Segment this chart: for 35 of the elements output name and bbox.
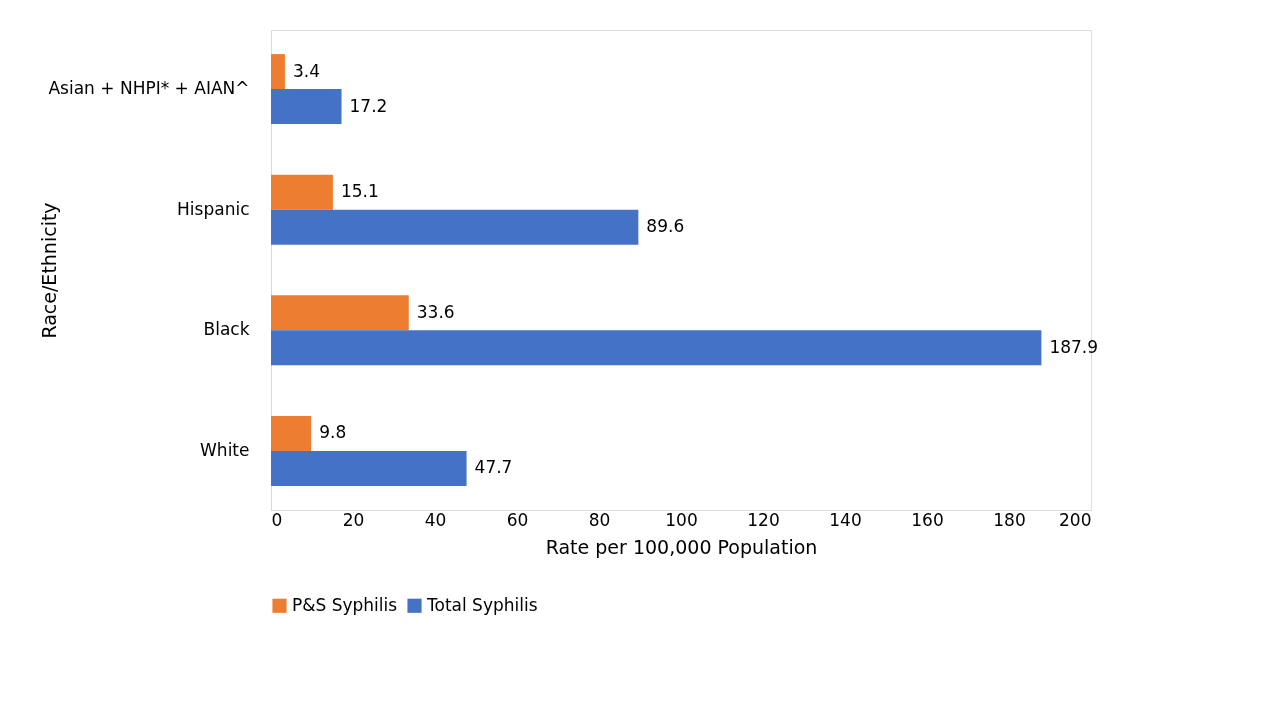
y-tick-label: Hispanic bbox=[177, 198, 250, 219]
bar bbox=[271, 174, 333, 210]
x-tick-label: 180 bbox=[993, 509, 1026, 530]
y-tick-label: Asian + NHPI* + AIAN^ bbox=[48, 78, 250, 99]
x-tick-label: 0 bbox=[271, 509, 283, 530]
y-tick-label: Black bbox=[203, 319, 250, 340]
bar bbox=[271, 330, 1042, 366]
bar bbox=[271, 450, 467, 486]
x-tick-label: 200 bbox=[1059, 509, 1092, 530]
bar bbox=[271, 54, 285, 90]
x-tick-label: 40 bbox=[424, 509, 447, 530]
data-label: 9.8 bbox=[319, 422, 347, 443]
bar bbox=[271, 295, 409, 331]
bar bbox=[271, 89, 342, 125]
legend-label: P&S Syphilis bbox=[292, 594, 398, 615]
bar bbox=[271, 415, 312, 451]
x-tick-label: 60 bbox=[506, 509, 529, 530]
x-axis-title: Rate per 100,000 Population bbox=[545, 535, 818, 558]
y-axis-title: Race/Ethnicity bbox=[37, 202, 60, 339]
x-tick-label: 140 bbox=[829, 509, 862, 530]
data-label: 33.6 bbox=[416, 301, 455, 322]
data-label: 187.9 bbox=[1049, 336, 1099, 357]
bar bbox=[271, 209, 639, 245]
x-tick-label: 20 bbox=[342, 509, 365, 530]
x-tick-label: 80 bbox=[588, 509, 611, 530]
data-label: 3.4 bbox=[292, 60, 320, 81]
data-label: 47.7 bbox=[474, 457, 513, 478]
legend-label: Total Syphilis bbox=[426, 594, 538, 615]
x-tick-label: 100 bbox=[665, 509, 698, 530]
x-tick-label: 120 bbox=[747, 509, 780, 530]
y-tick-label: White bbox=[200, 439, 250, 460]
data-label: 89.6 bbox=[646, 216, 685, 237]
data-label: 15.1 bbox=[340, 181, 379, 202]
x-tick-label: 160 bbox=[911, 509, 944, 530]
data-label: 17.2 bbox=[349, 95, 388, 116]
